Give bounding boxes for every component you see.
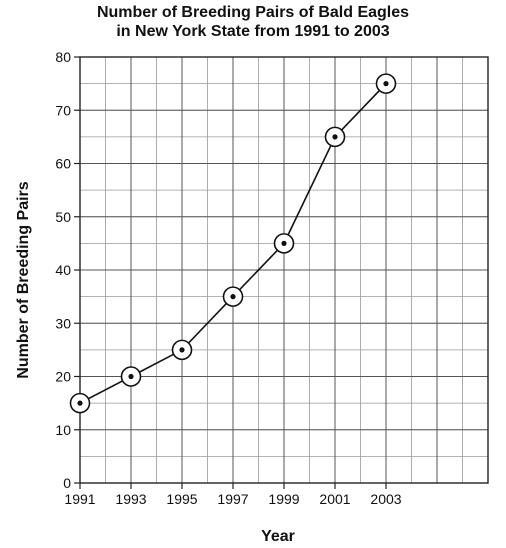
data-point <box>69 392 91 414</box>
y-tick-label: 30 <box>55 315 71 331</box>
x-tick-label: 1999 <box>268 491 299 507</box>
data-point <box>171 339 193 361</box>
y-tick-label: 80 <box>55 49 71 65</box>
y-tick-label: 20 <box>55 369 71 385</box>
chart-title: Number of Breeding Pairs of Bald Eagles <box>96 4 410 21</box>
x-tick-label: 1993 <box>115 491 146 507</box>
x-axis-label: Year <box>261 528 295 545</box>
data-point <box>273 233 295 254</box>
data-point-dot <box>332 134 338 140</box>
y-tick-label: 10 <box>55 422 71 438</box>
x-tick-label: 2003 <box>370 491 401 507</box>
y-tick-label: 0 <box>63 475 71 491</box>
x-tick-label: 1997 <box>217 491 248 507</box>
data-point <box>375 73 397 94</box>
data-points <box>69 73 397 414</box>
x-tick-label: 1991 <box>64 491 95 507</box>
y-tick-label: 40 <box>55 262 71 278</box>
y-tick-label: 50 <box>55 209 71 225</box>
data-point-dot <box>179 347 185 353</box>
data-point <box>222 286 244 307</box>
x-tick-labels: 1991 1993 1995 1997 1999 2001 2003 <box>64 491 401 507</box>
data-point-dot <box>281 240 287 246</box>
x-tick-label: 2001 <box>319 491 350 507</box>
y-tick-label: 60 <box>55 156 71 172</box>
y-tick-label: 70 <box>55 102 71 118</box>
x-tick-label: 1995 <box>166 491 197 507</box>
y-axis-label: Number of Breeding Pairs <box>15 181 32 378</box>
data-point-dot <box>77 400 83 406</box>
chart-subtitle: in New York State from 1991 to 2003 <box>116 23 390 40</box>
axes <box>74 56 489 489</box>
data-point <box>120 366 142 387</box>
data-point-dot <box>383 81 389 87</box>
y-tick-labels: 0 10 20 30 40 50 60 70 80 <box>55 49 71 491</box>
data-point-dot <box>128 373 134 380</box>
data-point-dot <box>230 294 236 300</box>
data-point <box>324 126 346 148</box>
